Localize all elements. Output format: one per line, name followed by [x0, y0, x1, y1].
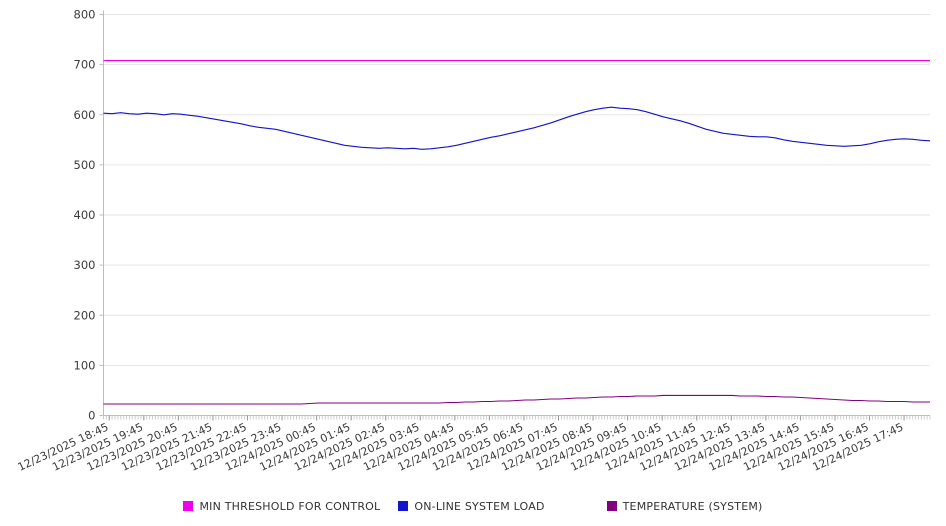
svg-text:300: 300: [74, 258, 96, 272]
svg-text:200: 200: [74, 308, 96, 322]
legend-item-online-system-load: ON-LINE SYSTEM LOAD: [398, 500, 544, 513]
svg-text:800: 800: [74, 8, 96, 22]
svg-text:400: 400: [74, 208, 96, 222]
legend-item-min-threshold: MIN THRESHOLD FOR CONTROL: [183, 500, 380, 513]
legend-label: TEMPERATURE (SYSTEM): [622, 499, 763, 513]
chart-legend: MIN THRESHOLD FOR CONTROL ON-LINE SYSTEM…: [0, 494, 946, 518]
legend-label: ON-LINE SYSTEM LOAD: [414, 499, 545, 513]
legend-label: MIN THRESHOLD FOR CONTROL: [199, 499, 381, 513]
temperature-swatch-icon: [606, 501, 617, 511]
legend-item-temperature: TEMPERATURE (SYSTEM): [606, 499, 763, 513]
svg-text:600: 600: [74, 108, 96, 122]
svg-text:500: 500: [74, 158, 96, 172]
svg-text:100: 100: [74, 358, 96, 372]
svg-text:700: 700: [74, 58, 96, 72]
svg-text:0: 0: [88, 409, 95, 423]
online-system-load-swatch-icon: [398, 501, 409, 511]
min-threshold-swatch-icon: [183, 501, 194, 511]
